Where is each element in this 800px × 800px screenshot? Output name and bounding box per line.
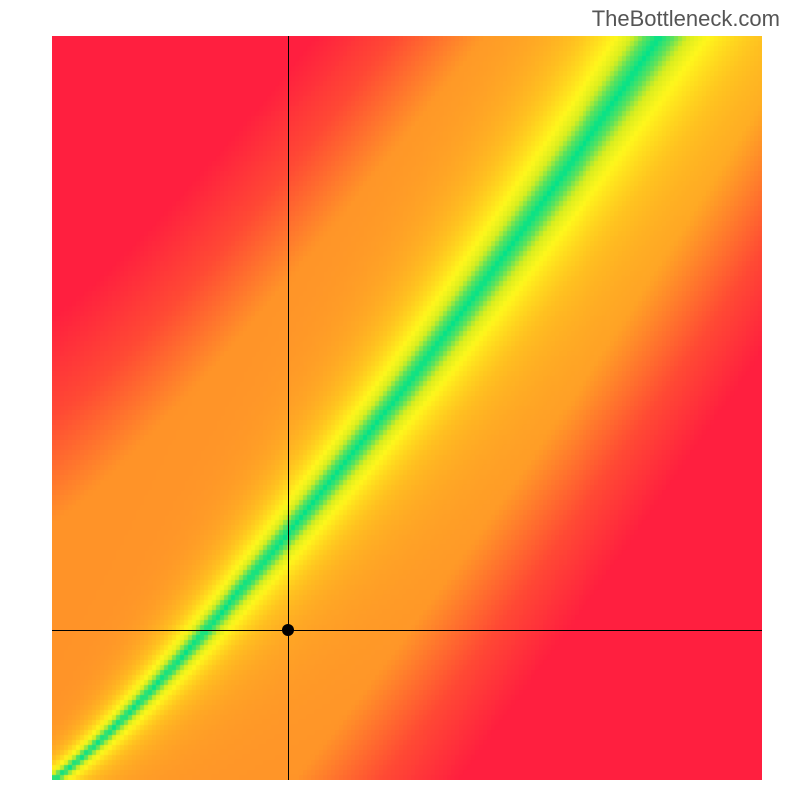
heatmap-canvas — [52, 36, 762, 780]
crosshair-vertical — [288, 36, 289, 780]
chart-container: TheBottleneck.com — [0, 0, 800, 800]
watermark-text: TheBottleneck.com — [592, 6, 780, 32]
heatmap-plot — [52, 36, 762, 780]
crosshair-horizontal — [52, 630, 762, 631]
marker-point — [282, 624, 294, 636]
